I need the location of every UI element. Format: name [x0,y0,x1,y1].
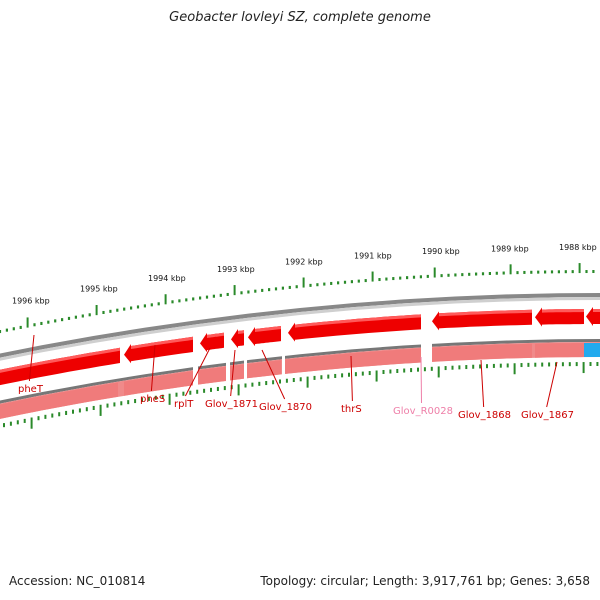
scale-label: 1991 kbp [354,252,392,261]
gene-arrow-highlight [439,309,532,317]
scale-label: 1993 kbp [217,265,255,274]
leader-line [28,334,35,382]
gene-gap [244,327,247,380]
gene-label-glov_r0028: Glov_R0028 [393,406,453,417]
gene-labels: pheT pheS rplT Glov_1871 Glov_1870 thrS Glov_R… [18,334,574,421]
lower-gene-segment [198,360,281,385]
gene-gap [282,323,285,376]
scale-labels: 1996 kbp 1995 kbp 1994 kbp 1993 kbp 1992 kbp… [12,243,597,306]
gene-label-phes: pheS [140,394,165,405]
leader-line [420,356,422,404]
gene-arrow-head [288,322,295,342]
gene-gap [226,330,230,382]
gene-label-rplt: rplT [174,399,194,410]
gene-label-glov_1871: Glov_1871 [205,399,258,410]
gene-arrow-head [248,326,255,347]
gene-arrow-head [231,328,238,349]
gene-gap [193,334,198,387]
lower-gene-segment [535,343,584,358]
scale-label: 1996 kbp [12,297,50,306]
lower-gene-segment [432,343,532,362]
gene-arrow-head [432,311,439,331]
gene-arrow-head [586,307,593,327]
gene-arrow-body [131,336,193,362]
scale-label: 1995 kbp [80,285,118,294]
gene-gap [421,311,432,364]
gene-label-phet: pheT [18,384,44,395]
accession-text: Accession: NC_010814 [9,574,146,588]
gene-arrow-body [542,309,584,325]
scale-label: 1988 kbp [559,243,597,252]
gene-arrow-highlight [593,309,600,312]
leader-line [261,349,286,400]
scale-label: 1992 kbp [285,257,323,266]
blue-feature [584,343,600,357]
lower-gene-segment [285,348,421,374]
gene-arrow-head [124,343,131,364]
gene-label-glov_1868: Glov_1868 [458,410,511,421]
leader-line [184,347,211,397]
gene-arrow-highlight [207,332,224,338]
gene-label-glov_1867: Glov_1867 [521,410,574,421]
gene-arrow-highlight [0,347,120,373]
scale-label: 1990 kbp [422,247,460,256]
gene-arrow-body [593,309,600,324]
gene-arrow-highlight [255,326,281,332]
gene-arrow-highlight [131,336,193,349]
scale-label: 1989 kbp [491,244,529,253]
gene-arrow-body [238,330,244,347]
lower-gene-segment [124,371,193,396]
scale-label: 1994 kbp [148,274,186,283]
leader-line [546,361,558,408]
leader-line [350,355,353,402]
gene-arrow-highlight [295,314,421,328]
gene-label-glov_1870: Glov_1870 [259,402,312,413]
scale-ticks-bottom [3,362,599,429]
map-title: Geobacter lovleyi SZ, complete genome [169,10,431,25]
gene-arrow-highlight [542,309,584,313]
gene-arrow-head [535,307,542,327]
gene-arrow-head [200,332,207,353]
gene-arrow-highlight [238,330,244,334]
leader-line [480,359,485,408]
leader-line [150,344,156,392]
gene-arrow-body [295,314,421,340]
scale-ticks-top [0,263,595,334]
lower-gene-segment [0,382,118,419]
genome-summary-text: Topology: circular; Length: 3,917,761 bp… [260,574,590,588]
gene-label-thrs: thrS [341,404,362,415]
leader-line [230,349,236,397]
